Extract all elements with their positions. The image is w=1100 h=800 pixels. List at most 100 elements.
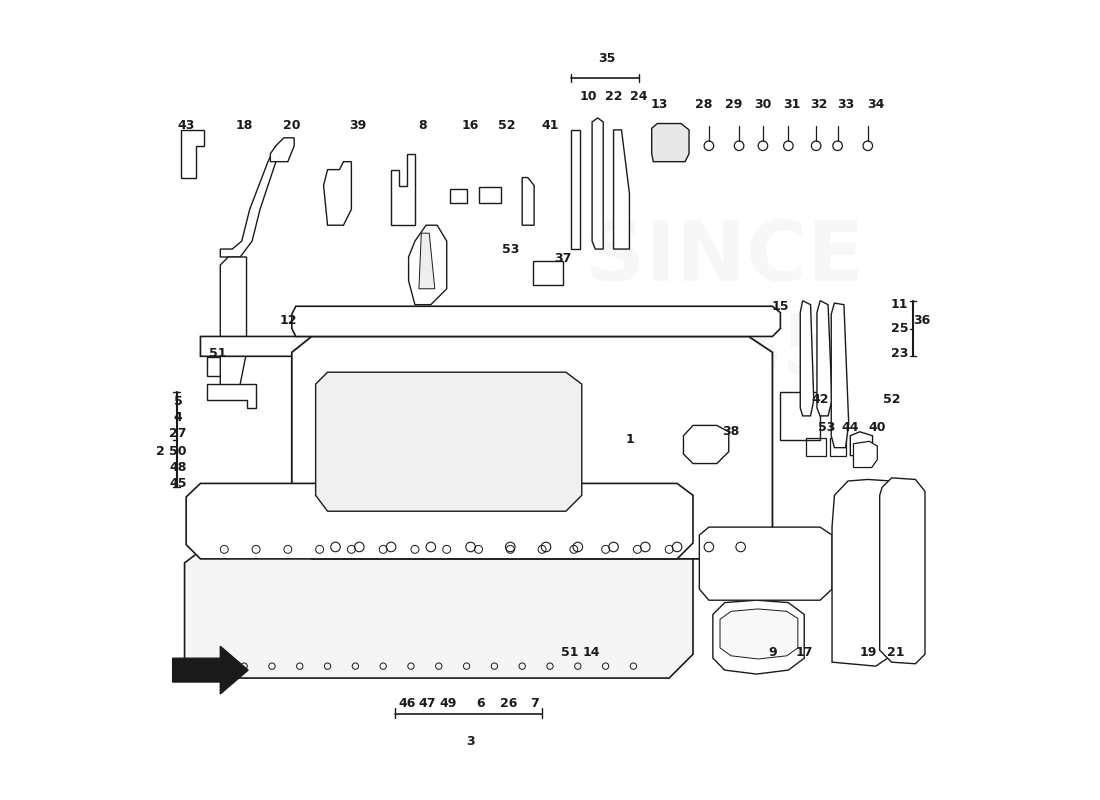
- Text: Since 1985: Since 1985: [370, 435, 730, 492]
- Polygon shape: [392, 154, 415, 226]
- Bar: [328, 563, 375, 650]
- Text: 38: 38: [723, 426, 740, 438]
- Bar: [780, 392, 821, 440]
- Text: a Ferrari parts since: a Ferrari parts since: [425, 507, 675, 531]
- Text: 6: 6: [476, 697, 484, 710]
- Polygon shape: [173, 646, 249, 694]
- Text: 20: 20: [283, 119, 300, 133]
- Text: 17: 17: [795, 646, 813, 659]
- Polygon shape: [292, 306, 780, 337]
- Text: 21: 21: [887, 646, 904, 659]
- Text: 10: 10: [580, 90, 597, 103]
- Text: 50: 50: [169, 445, 187, 458]
- Polygon shape: [572, 130, 580, 249]
- Text: 1: 1: [625, 434, 634, 446]
- Polygon shape: [323, 162, 351, 226]
- Text: 53: 53: [502, 242, 519, 255]
- Text: 29: 29: [725, 98, 742, 111]
- Polygon shape: [220, 146, 282, 257]
- Bar: [532, 261, 563, 285]
- Text: 3: 3: [466, 735, 475, 748]
- Bar: [387, 563, 427, 650]
- Text: 30: 30: [755, 98, 771, 111]
- Text: 7: 7: [530, 697, 539, 710]
- Text: 28: 28: [695, 98, 713, 111]
- Text: 11: 11: [891, 298, 909, 311]
- Polygon shape: [651, 123, 689, 162]
- Text: 19: 19: [859, 646, 877, 659]
- Polygon shape: [292, 337, 772, 559]
- Bar: [294, 406, 308, 426]
- Text: 47: 47: [418, 697, 436, 710]
- Bar: [294, 474, 308, 493]
- Bar: [829, 438, 846, 456]
- Polygon shape: [720, 609, 798, 659]
- Bar: [450, 189, 468, 203]
- Bar: [207, 357, 232, 376]
- Text: 35: 35: [598, 52, 616, 65]
- Polygon shape: [713, 600, 804, 674]
- Text: 26: 26: [500, 697, 517, 710]
- Bar: [264, 563, 311, 638]
- Text: SINCE
1985: SINCE 1985: [585, 218, 865, 392]
- Text: 14: 14: [583, 646, 601, 659]
- Text: 23: 23: [891, 347, 909, 361]
- Text: 39: 39: [349, 119, 366, 133]
- Polygon shape: [832, 303, 849, 448]
- Text: 37: 37: [554, 252, 571, 265]
- Polygon shape: [185, 551, 693, 678]
- Polygon shape: [207, 384, 256, 408]
- Text: 22: 22: [605, 90, 623, 103]
- Polygon shape: [700, 527, 832, 600]
- Text: 46: 46: [398, 697, 416, 710]
- Bar: [478, 187, 500, 203]
- Text: 42: 42: [812, 394, 829, 406]
- Bar: [806, 438, 826, 456]
- Polygon shape: [801, 301, 814, 416]
- Text: 31: 31: [783, 98, 801, 111]
- Text: 13: 13: [651, 98, 669, 111]
- Polygon shape: [180, 130, 205, 178]
- Text: 16: 16: [462, 119, 480, 133]
- Text: 2: 2: [156, 445, 165, 458]
- Text: 12: 12: [279, 314, 297, 327]
- Polygon shape: [614, 130, 629, 249]
- Text: 51: 51: [561, 646, 579, 659]
- Polygon shape: [683, 426, 728, 463]
- Text: 24: 24: [630, 90, 648, 103]
- Bar: [494, 563, 535, 650]
- Text: 15: 15: [771, 300, 789, 313]
- Text: 27: 27: [169, 427, 187, 440]
- Text: 5: 5: [174, 395, 183, 408]
- Polygon shape: [592, 118, 603, 249]
- Text: 32: 32: [810, 98, 827, 111]
- Text: 41: 41: [541, 119, 559, 133]
- Polygon shape: [880, 478, 925, 664]
- Text: 4: 4: [174, 411, 183, 424]
- Text: 53: 53: [817, 422, 835, 434]
- Text: 25: 25: [891, 322, 909, 335]
- Text: 44: 44: [842, 422, 859, 434]
- Polygon shape: [186, 483, 693, 559]
- Bar: [439, 563, 483, 650]
- Polygon shape: [522, 178, 535, 226]
- Polygon shape: [854, 442, 878, 467]
- Polygon shape: [817, 301, 832, 416]
- Polygon shape: [850, 432, 872, 456]
- Polygon shape: [316, 372, 582, 511]
- Text: 51: 51: [209, 347, 227, 361]
- Bar: [546, 563, 582, 650]
- Text: 48: 48: [169, 461, 187, 474]
- Text: 52: 52: [497, 119, 515, 133]
- Text: 36: 36: [913, 314, 931, 327]
- Text: 9: 9: [768, 646, 777, 659]
- Polygon shape: [271, 138, 294, 162]
- Text: 40: 40: [869, 422, 887, 434]
- Bar: [294, 438, 308, 457]
- Text: 52: 52: [883, 394, 901, 406]
- Polygon shape: [832, 479, 903, 666]
- Text: 34: 34: [867, 98, 884, 111]
- Polygon shape: [408, 226, 447, 305]
- Text: 43: 43: [177, 119, 195, 133]
- Polygon shape: [419, 233, 435, 289]
